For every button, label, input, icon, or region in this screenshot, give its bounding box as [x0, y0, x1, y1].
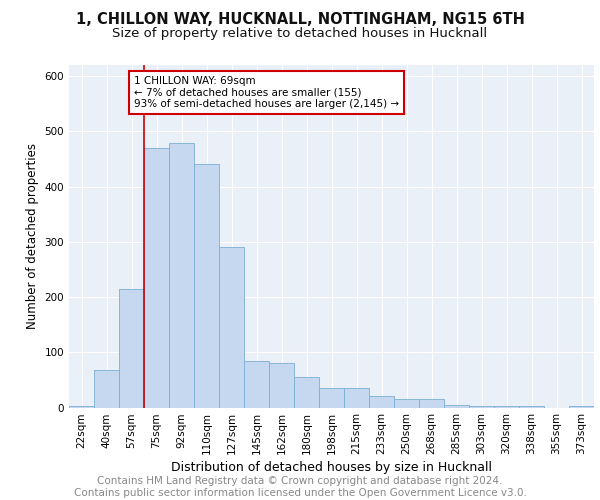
- Bar: [344, 388, 369, 407]
- Y-axis label: Number of detached properties: Number of detached properties: [26, 143, 39, 329]
- Bar: [319, 388, 344, 407]
- Text: Contains HM Land Registry data © Crown copyright and database right 2024.
Contai: Contains HM Land Registry data © Crown c…: [74, 476, 526, 498]
- Bar: [194, 164, 219, 408]
- Text: Size of property relative to detached houses in Hucknall: Size of property relative to detached ho…: [112, 28, 488, 40]
- Bar: [444, 404, 469, 407]
- Bar: [494, 406, 519, 408]
- Bar: [469, 406, 494, 408]
- Bar: [219, 248, 244, 408]
- Bar: [419, 399, 444, 407]
- Bar: [169, 144, 194, 408]
- Text: 1, CHILLON WAY, HUCKNALL, NOTTINGHAM, NG15 6TH: 1, CHILLON WAY, HUCKNALL, NOTTINGHAM, NG…: [76, 12, 524, 28]
- X-axis label: Distribution of detached houses by size in Hucknall: Distribution of detached houses by size …: [171, 462, 492, 474]
- Bar: [119, 288, 144, 408]
- Bar: [69, 406, 94, 407]
- Text: 1 CHILLON WAY: 69sqm
← 7% of detached houses are smaller (155)
93% of semi-detac: 1 CHILLON WAY: 69sqm ← 7% of detached ho…: [134, 76, 399, 109]
- Bar: [294, 377, 319, 408]
- Bar: [144, 148, 169, 407]
- Bar: [519, 406, 544, 408]
- Bar: [369, 396, 394, 407]
- Bar: [569, 406, 594, 408]
- Bar: [244, 360, 269, 408]
- Bar: [394, 399, 419, 407]
- Bar: [269, 364, 294, 408]
- Bar: [94, 370, 119, 408]
